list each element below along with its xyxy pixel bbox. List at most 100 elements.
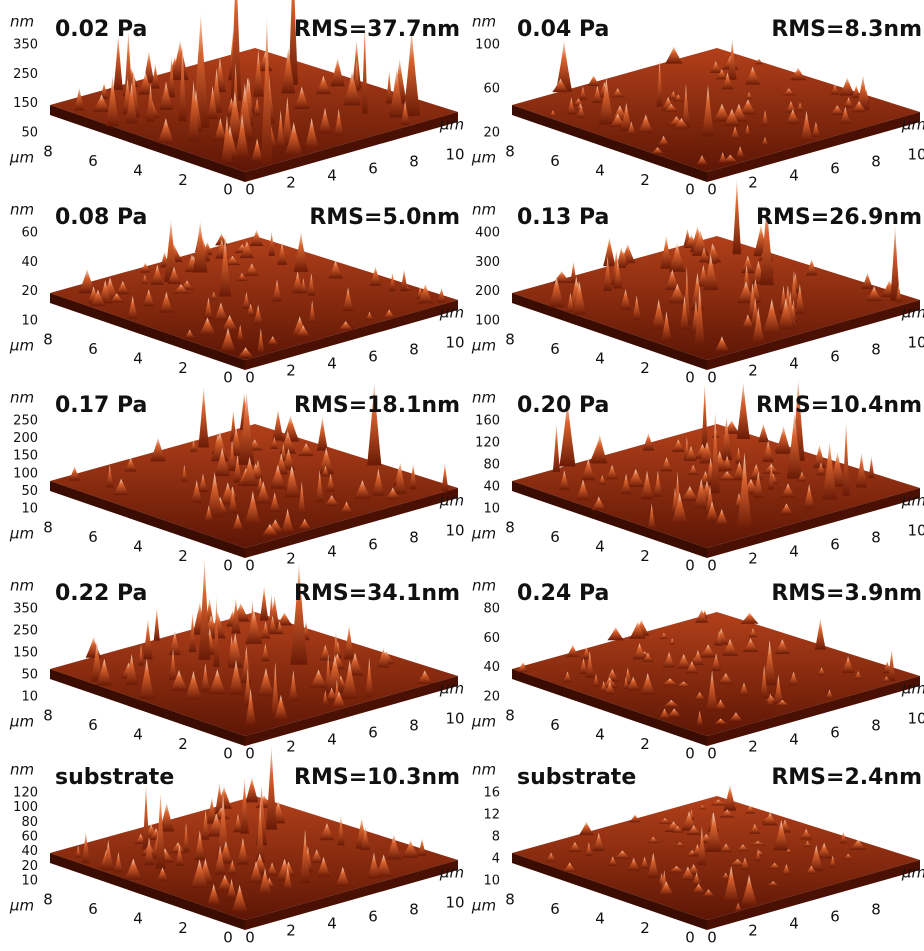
surface-peak <box>548 276 565 308</box>
surface-peak <box>762 440 775 463</box>
rms-label: RMS=34.1nm <box>294 581 460 606</box>
surface-peak <box>559 470 570 490</box>
surface-peak <box>175 844 184 866</box>
surface-peak <box>326 654 344 693</box>
sample-label: substrate <box>55 765 174 790</box>
surface-peak <box>375 854 392 877</box>
y-unit: μm <box>9 525 34 543</box>
surface-peak <box>157 118 175 144</box>
x-tick-label: 10 <box>907 522 924 540</box>
surface-peak <box>744 66 761 85</box>
z-tick-label: 120 <box>475 436 500 451</box>
x-tick-label: 2 <box>748 362 758 380</box>
x-tick-label: 4 <box>789 543 799 561</box>
z-unit: nm <box>10 761 34 779</box>
surface-peak <box>360 826 371 850</box>
surface-peak <box>599 681 608 692</box>
z-unit: nm <box>10 389 34 407</box>
surface-peak <box>255 800 265 864</box>
sample-label: 0.13 Pa <box>517 205 609 230</box>
surface-peak <box>298 443 315 457</box>
surface-peak <box>277 241 288 265</box>
surface-peak <box>856 74 870 111</box>
surface-peak <box>676 654 692 669</box>
surface-peak <box>711 653 722 671</box>
surface-peak <box>789 270 799 309</box>
surface-peak <box>780 483 796 498</box>
surface-peak <box>699 441 716 464</box>
surface-peak <box>657 135 670 146</box>
surface-base <box>50 236 458 360</box>
surface-peak <box>698 805 706 810</box>
surface-peak <box>143 618 153 660</box>
y-tick-label: 2 <box>178 919 188 937</box>
surface-peak <box>224 255 241 266</box>
y-tick-label: 2 <box>178 735 188 753</box>
surface-peak <box>662 699 681 707</box>
surface-peak <box>552 270 571 283</box>
surface-edge <box>707 860 920 930</box>
surface-peak <box>890 224 900 301</box>
y-unit: μm <box>471 525 496 543</box>
surface-peak <box>800 828 813 840</box>
surface-peak <box>817 667 826 676</box>
surface-peak <box>170 842 186 854</box>
surface-peak <box>851 84 861 99</box>
surface-peak <box>748 628 758 638</box>
surface-peak <box>139 262 151 273</box>
surface-peak <box>151 63 160 89</box>
surface-peak <box>334 108 344 136</box>
surface-peak <box>717 672 734 685</box>
surface-peak <box>236 324 244 341</box>
y-tick-label: 8 <box>43 519 53 537</box>
surface-peak <box>710 410 720 494</box>
x-tick-label: 8 <box>871 529 881 547</box>
z-tick-label: 50 <box>21 126 38 141</box>
surface-peak <box>576 103 586 118</box>
x-tick-label: 2 <box>748 174 758 192</box>
surface-peak <box>866 286 882 301</box>
surface-edge <box>245 676 458 746</box>
surface-peak <box>685 661 699 674</box>
surface-peak <box>233 813 243 833</box>
surface-peak <box>707 242 718 264</box>
surface-peak <box>616 246 627 268</box>
surface-peak <box>214 845 226 875</box>
surface-peak <box>367 382 382 466</box>
surface-peak <box>692 872 702 886</box>
surface-peak <box>236 837 249 865</box>
surface-peak <box>581 646 592 660</box>
z-tick-label: 20 <box>21 859 38 874</box>
surface-peak <box>326 687 338 701</box>
surface-peak <box>693 478 709 509</box>
surface-peak <box>779 503 794 515</box>
surface-peak <box>249 229 264 246</box>
surface-peak <box>794 284 805 315</box>
z-tick-label: 10 <box>21 874 38 889</box>
x-unit: μm <box>901 492 924 510</box>
surface-peak <box>319 822 335 841</box>
y-tick-label: 0 <box>685 929 695 947</box>
surface-peak <box>668 243 686 272</box>
surface-peak <box>208 669 227 695</box>
surface-peak <box>790 67 807 81</box>
z-tick-label: 150 <box>13 646 38 661</box>
x-unit: μm <box>439 864 464 882</box>
surface-peak <box>221 315 238 331</box>
surface-peak <box>207 796 217 824</box>
surface-peak <box>760 664 769 699</box>
surface-peak <box>220 327 236 351</box>
surface-peak <box>626 121 636 135</box>
surface-peak <box>276 110 285 148</box>
surface-peak <box>182 822 190 853</box>
surface-peak <box>400 268 408 292</box>
surface-peak <box>417 838 427 856</box>
surface-peak <box>741 874 758 906</box>
surface-peak <box>316 856 331 877</box>
surface-peak <box>715 508 729 525</box>
surface-peak <box>830 105 845 115</box>
z-tick-label: 20 <box>483 126 500 141</box>
surface-edge <box>512 481 707 558</box>
surface-peak <box>552 423 561 473</box>
